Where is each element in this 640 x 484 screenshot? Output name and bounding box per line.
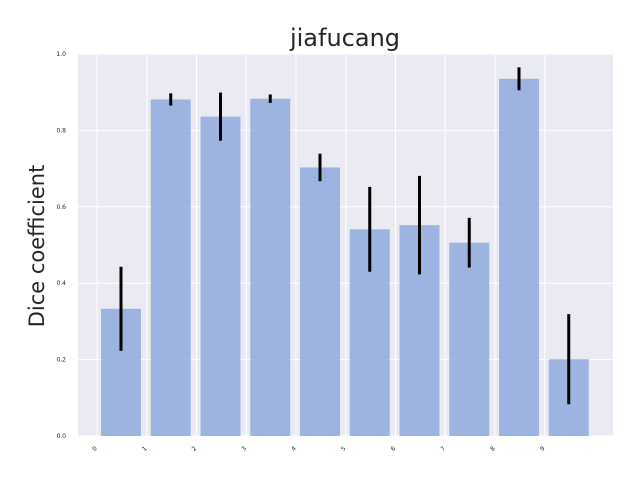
x-tick-label: 7 bbox=[439, 445, 447, 453]
x-tick-label: 9 bbox=[539, 445, 547, 453]
y-tick-label: 0.6 bbox=[56, 204, 66, 211]
x-tick-label: 3 bbox=[240, 445, 248, 453]
x-tick-label: 5 bbox=[340, 445, 348, 453]
bar-7 bbox=[449, 242, 490, 436]
y-axis-label: Dice coefficient bbox=[25, 165, 49, 328]
bar-3 bbox=[250, 98, 291, 436]
x-tick-labels: 0 1 2 3 4 5 6 7 8 9 bbox=[91, 445, 547, 453]
bar-4 bbox=[300, 167, 340, 437]
x-tick-label: 8 bbox=[489, 445, 497, 453]
bar-2 bbox=[200, 116, 241, 436]
y-tick-label: 1.0 bbox=[56, 51, 66, 58]
x-tick-label: 6 bbox=[390, 445, 398, 453]
bar-8 bbox=[499, 78, 539, 436]
bars bbox=[101, 78, 589, 437]
y-tick-label: 0.4 bbox=[56, 280, 66, 287]
x-tick-label: 4 bbox=[290, 445, 298, 453]
bar-1 bbox=[150, 99, 191, 436]
y-tick-label: 0.8 bbox=[56, 127, 66, 134]
chart-title: jiafucang bbox=[289, 24, 400, 52]
x-tick-label: 0 bbox=[91, 445, 99, 453]
x-tick-label: 1 bbox=[141, 445, 149, 453]
error-bars bbox=[119, 67, 571, 405]
y-tick-label: 0.0 bbox=[56, 433, 66, 440]
x-tick-label: 2 bbox=[191, 445, 199, 453]
y-tick-labels: 0.0 0.2 0.4 0.6 0.8 1.0 bbox=[56, 51, 66, 440]
y-tick-label: 0.2 bbox=[56, 357, 66, 364]
